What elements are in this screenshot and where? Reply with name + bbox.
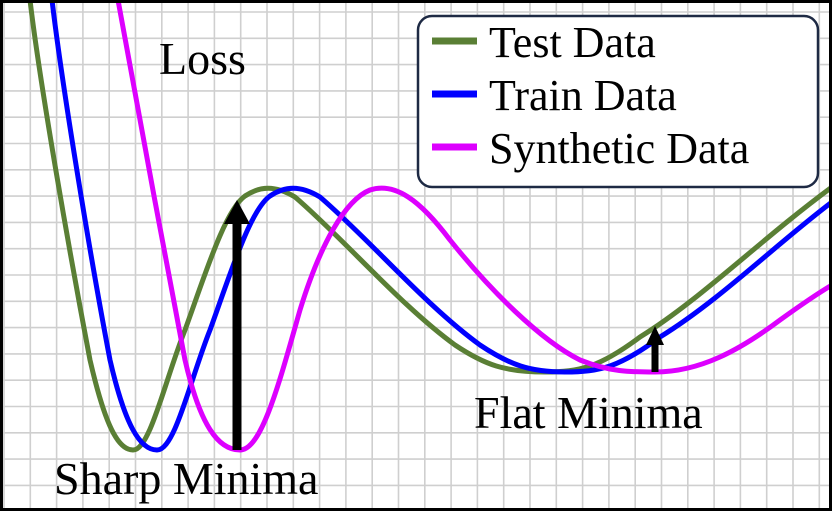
synthetic-data-curve [115, 0, 832, 453]
sharp-minima-arrow-head [224, 200, 250, 224]
sharp-minima-label: Sharp Minima [54, 453, 318, 504]
legend-box [416, 14, 820, 189]
legend-label: Test Data [489, 18, 656, 67]
legend-label: Synthetic Data [489, 124, 749, 173]
flat-minima-arrow-head [646, 326, 664, 345]
curves [27, 0, 832, 453]
train-data-curve [49, 0, 832, 453]
legend-label: Train Data [489, 71, 677, 120]
test-data-curve [27, 0, 832, 453]
flat-minima-label: Flat Minima [474, 387, 703, 438]
chart-title: Loss [159, 33, 246, 84]
arrows [224, 200, 664, 450]
